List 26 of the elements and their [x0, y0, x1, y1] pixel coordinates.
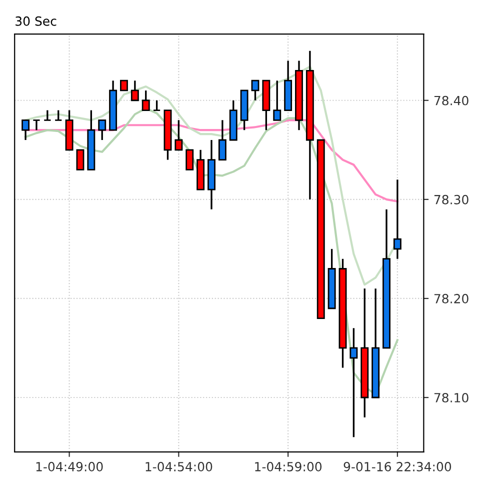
x-tick-label: 1-04:59:00: [255, 462, 322, 472]
x-tick-label: 9-01-16 22:34:00: [344, 462, 452, 472]
candlestick: [120, 80, 128, 92]
y-tick-label: 78.10: [434, 392, 468, 402]
y-tick-label: 78.40: [434, 96, 468, 106]
x-tick-label: 1-04:49:00: [36, 462, 103, 472]
candlestick: [152, 100, 161, 112]
candlestick: [273, 80, 282, 122]
y-tick-label: 78.30: [434, 194, 468, 204]
candlestick: [54, 109, 62, 122]
candlestick: [186, 149, 194, 170]
candlestick: [393, 178, 402, 260]
candlestick: [142, 90, 150, 112]
candlestick: [98, 119, 106, 141]
y-tick-label: 78.20: [434, 294, 468, 304]
x-tick-label: 1-04:54:00: [146, 462, 212, 472]
candlestick: [174, 119, 183, 151]
candlestick: [218, 119, 226, 161]
candlestick: [130, 80, 139, 102]
chart-title: 30 Sec: [16, 16, 56, 26]
candlestick: [76, 149, 84, 170]
candlestick: [251, 80, 260, 102]
candlestick: [32, 119, 40, 131]
candlestick: [43, 109, 52, 122]
candlestick: [22, 119, 30, 141]
candlestick: [350, 327, 358, 438]
